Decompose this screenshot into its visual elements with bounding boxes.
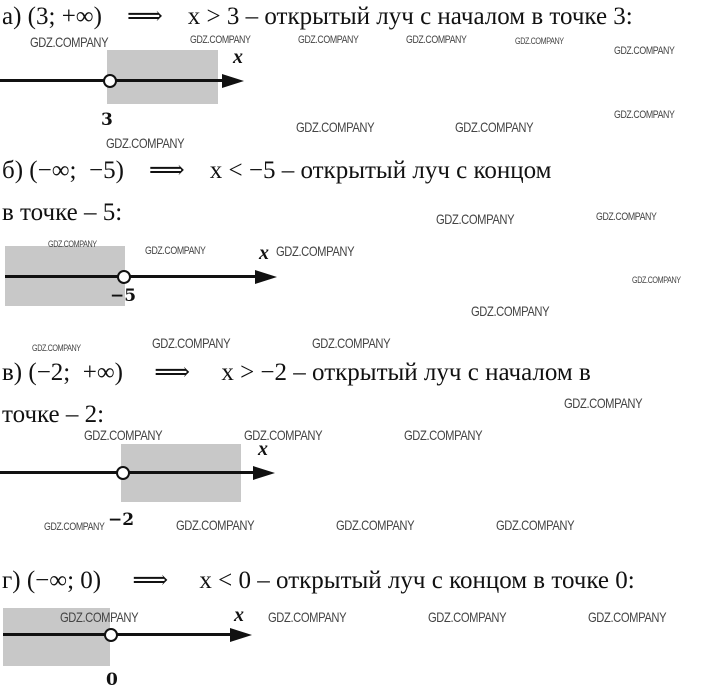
watermark: GDZ.COMPANY: [614, 45, 675, 57]
watermark: GDZ.COMPANY: [32, 343, 81, 353]
watermark: GDZ.COMPANY: [596, 211, 657, 223]
line-d: г) (−∞; 0) ⟹ x < 0 – открытый луч с конц…: [2, 567, 635, 594]
open-point: [104, 628, 118, 642]
axis-label: x: [258, 438, 268, 460]
watermark: GDZ.COMPANY: [588, 609, 667, 625]
watermark: GDZ.COMPANY: [614, 109, 675, 121]
watermark: GDZ.COMPANY: [30, 34, 109, 50]
watermark: GDZ.COMPANY: [152, 335, 231, 351]
watermark: GDZ.COMPANY: [48, 239, 97, 249]
watermark: GDZ.COMPANY: [455, 119, 534, 135]
axis-label: x: [233, 46, 243, 68]
axis-label: x: [259, 242, 269, 264]
watermark: GDZ.COMPANY: [471, 303, 550, 319]
watermark: GDZ.COMPANY: [312, 335, 391, 351]
axis-label: x: [234, 604, 244, 626]
watermark: GDZ.COMPANY: [176, 517, 255, 533]
line-c-1: в) (−2; +∞) ⟹ x > −2 – открытый луч с на…: [2, 359, 591, 386]
watermark: GDZ.COMPANY: [296, 119, 375, 135]
watermark: GDZ.COMPANY: [268, 609, 347, 625]
open-point: [117, 270, 131, 284]
point-label: −5: [110, 286, 137, 306]
watermark: GDZ.COMPANY: [190, 34, 251, 46]
line-c-2: точке – 2:: [2, 401, 105, 428]
open-point: [116, 466, 130, 480]
watermark: GDZ.COMPANY: [404, 427, 483, 443]
watermark: GDZ.COMPANY: [428, 609, 507, 625]
arrow-icon: [230, 628, 252, 642]
shaded-region: [107, 50, 218, 104]
point-label: 0: [106, 670, 118, 690]
watermark: GDZ.COMPANY: [106, 135, 185, 151]
watermark: GDZ.COMPANY: [244, 427, 323, 443]
watermark: GDZ.COMPANY: [276, 243, 355, 259]
watermark: GDZ.COMPANY: [145, 245, 206, 257]
watermark: GDZ.COMPANY: [436, 211, 515, 227]
watermark: GDZ.COMPANY: [564, 395, 643, 411]
arrow-icon: [255, 270, 277, 284]
point-label: −2: [108, 510, 135, 530]
watermark: GDZ.COMPANY: [60, 609, 139, 625]
point-label: 3: [101, 110, 113, 130]
watermark: GDZ.COMPANY: [632, 275, 681, 285]
line-b-2: в точке – 5:: [2, 199, 123, 226]
shaded-region: [3, 608, 110, 666]
watermark: GDZ.COMPANY: [406, 34, 467, 46]
line-b-1: б) (−∞; −5) ⟹ x < −5 – открытый луч с ко…: [2, 157, 552, 184]
watermark: GDZ.COMPANY: [44, 521, 105, 533]
watermark: GDZ.COMPANY: [298, 34, 359, 46]
watermark: GDZ.COMPANY: [496, 517, 575, 533]
watermark: GDZ.COMPANY: [515, 36, 564, 46]
watermark: GDZ.COMPANY: [336, 517, 415, 533]
axis: [3, 633, 233, 636]
open-point: [103, 74, 117, 88]
arrow-icon: [253, 466, 275, 480]
arrow-icon: [222, 74, 244, 88]
line-a: а) (3; +∞) ⟹ x > 3 – открытый луч с нача…: [2, 3, 633, 30]
watermark: GDZ.COMPANY: [84, 427, 163, 443]
